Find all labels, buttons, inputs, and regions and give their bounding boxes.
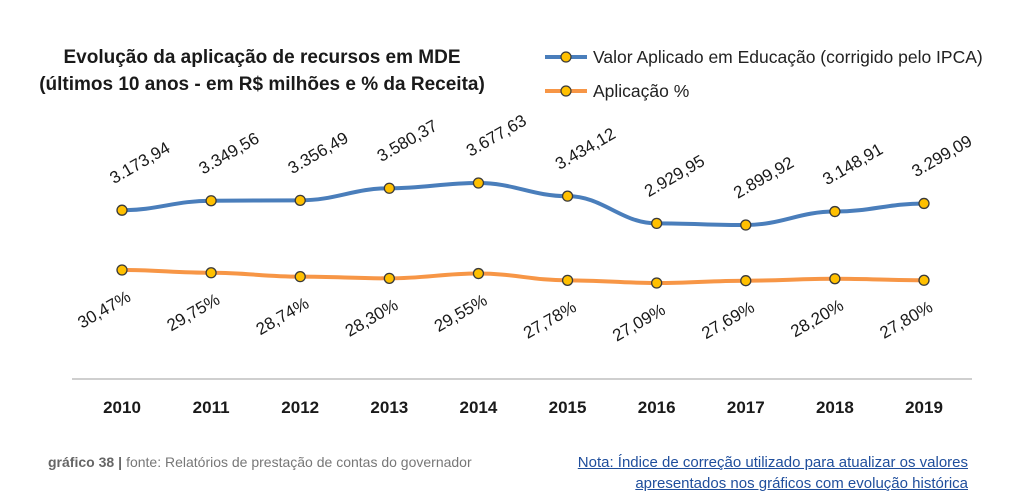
chart-title-line2: (últimos 10 anos - em R$ milhões e % da … [39,74,485,95]
footnote-link[interactable]: Nota: Índice de correção utilizado para … [577,454,968,492]
legend: Valor Aplicado em Educação (corrigido pe… [545,40,983,108]
data-point-s1-2012 [294,194,306,206]
series-line-1 [121,181,925,227]
data-point-s2-2018 [829,273,841,285]
data-label-s1-2010: 3.173,94 [107,138,174,188]
data-point-s1-2019 [918,197,930,210]
x-tick-label-2014: 2014 [460,398,498,417]
x-tick-label-2015: 2015 [549,398,587,417]
figure-source: fonte: Relatórios de prestação de contas… [126,454,472,470]
x-tick-label-2010: 2010 [103,398,141,417]
data-point-s2-2011 [205,267,217,279]
data-label-s1-2011: 3.349,56 [196,129,263,179]
data-label-s2-2010: 30,47% [75,287,134,332]
chart-title-line1: Evolução da aplicação de recursos em MDE [63,47,461,68]
data-point-s2-2014 [472,267,485,280]
data-point-s2-2019 [918,274,930,286]
figure-number: gráfico 38 [48,454,115,470]
data-point-s2-2010 [116,264,128,276]
data-point-s2-2015 [561,274,574,286]
data-label-s1-2017: 2.899,92 [730,153,797,203]
legend-label-aplicacao: Aplicação % [593,80,690,101]
data-label-s2-2016: 27,09% [609,300,668,345]
data-label-s2-2011: 29,75% [164,290,223,335]
x-tick-label-2016: 2016 [638,398,676,417]
x-tick-label-2019: 2019 [905,398,943,417]
chart-title: Evolução da aplicação de recursos em MDE… [22,44,502,98]
legend-item-aplicacao: Aplicação % [545,74,983,108]
legend-swatch-valor [545,51,587,63]
data-point-s1-2015 [561,190,574,202]
data-label-s1-2012: 3.356,49 [285,128,352,178]
data-point-s2-2012 [294,271,306,283]
x-tick-label-2017: 2017 [727,398,765,417]
data-label-s2-2017: 27,69% [698,298,757,343]
legend-label-valor: Valor Aplicado em Educação (corrigido pe… [593,46,983,67]
data-label-s2-2015: 27,78% [520,297,579,342]
data-point-s1-2010 [116,204,128,216]
legend-item-valor: Valor Aplicado em Educação (corrigido pe… [545,40,983,74]
caption-separator: | [118,454,123,470]
data-point-s2-2017 [740,275,752,287]
line-chart: 2010 2011 2012 2013 2014 2015 2016 2017 2018 2019… [72,111,976,417]
data-label-s1-2016: 2.929,95 [641,151,708,201]
data-label-s1-2019: 3.299,09 [909,131,976,181]
data-label-s2-2018: 28,20% [787,296,846,341]
data-label-s2-2019: 27,80% [877,297,936,342]
series-line-2 [121,268,925,285]
data-point-s2-2016 [651,277,663,289]
x-tick-label-2018: 2018 [816,398,854,417]
data-label-s1-2014: 3.677,63 [463,111,530,161]
legend-swatch-aplicacao [545,85,587,97]
x-tick-label-2013: 2013 [370,398,408,417]
x-tick-label-2012: 2012 [281,398,319,417]
x-tick-label-2011: 2011 [193,398,230,417]
figure-caption: gráfico 38 | fonte: Relatórios de prestaçã… [48,454,472,470]
data-point-s1-2014 [472,177,485,189]
data-label-s2-2014: 29,55% [431,291,490,336]
data-label-s1-2018: 3.148,91 [819,139,886,189]
data-label-s2-2013: 28,30% [342,295,401,340]
data-point-s1-2011 [205,195,217,207]
data-point-s1-2016 [651,217,663,230]
data-label-s2-2012: 28,74% [253,294,312,339]
data-point-s1-2017 [740,219,752,231]
data-point-s1-2013 [383,182,395,194]
data-point-s2-2013 [383,272,395,284]
data-label-s1-2015: 3.434,12 [552,124,619,174]
data-label-s1-2013: 3.580,37 [374,116,441,166]
data-point-s1-2018 [829,205,841,218]
